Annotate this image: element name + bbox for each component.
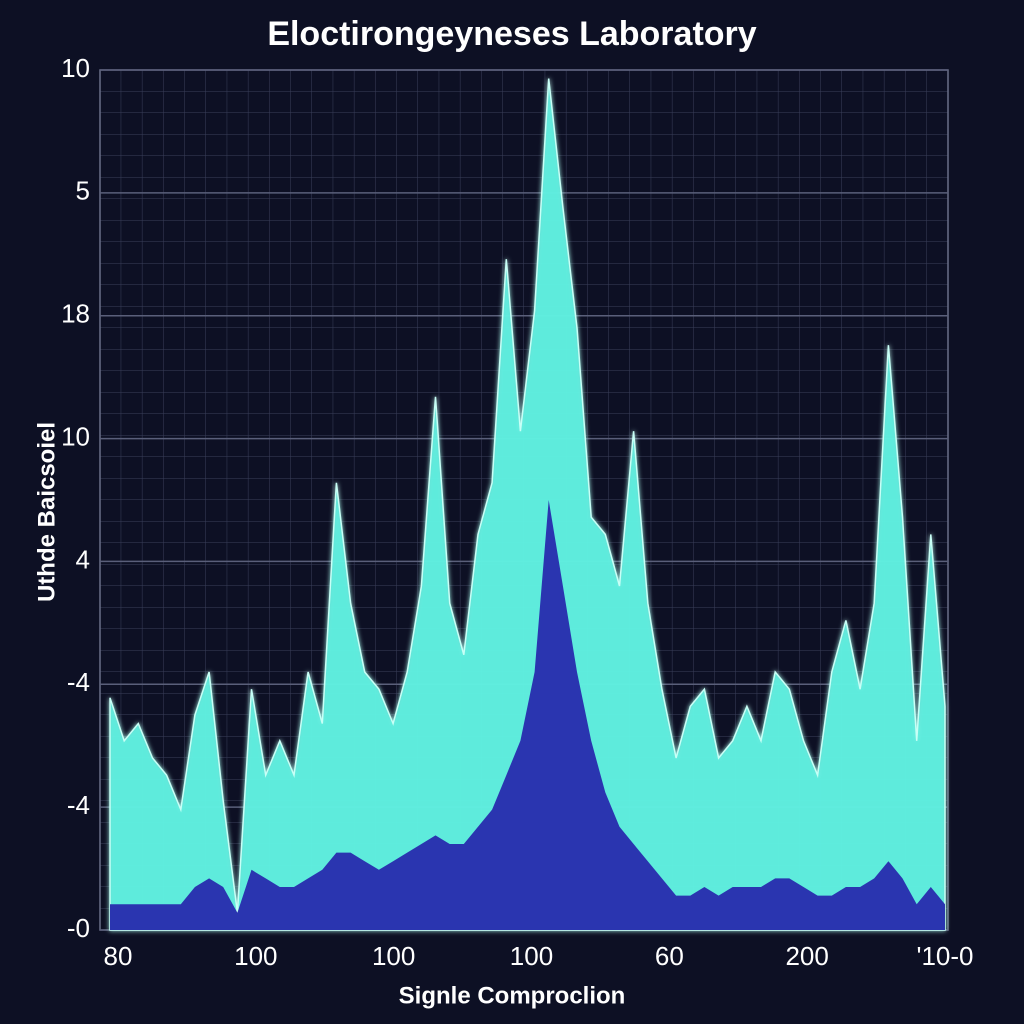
y-tick-label: 10	[61, 421, 90, 451]
x-tick-label: '10-0	[916, 941, 973, 971]
y-tick-label: 10	[61, 53, 90, 83]
signal-area	[109, 78, 946, 931]
base-area	[110, 500, 945, 930]
y-tick-label: -4	[67, 790, 90, 820]
x-tick-label: 80	[104, 941, 133, 971]
x-tick-label: 60	[655, 941, 684, 971]
y-tick-label: -4	[67, 667, 90, 697]
y-tick-label: 5	[76, 176, 90, 206]
x-tick-label: 200	[785, 941, 828, 971]
x-axis-title: Signle Comproclion	[399, 982, 626, 1009]
y-tick-label: 4	[76, 544, 90, 574]
x-tick-label: 100	[234, 941, 277, 971]
y-tick-label: 18	[61, 299, 90, 329]
x-tick-label: 100	[510, 941, 553, 971]
chart-title: Eloctirongeyneses Laboratory	[267, 15, 756, 53]
y-tick-label: -0	[67, 913, 90, 943]
y-axis-title: Uthde Baicsoiel	[33, 422, 60, 602]
x-tick-label: 100	[372, 941, 415, 971]
